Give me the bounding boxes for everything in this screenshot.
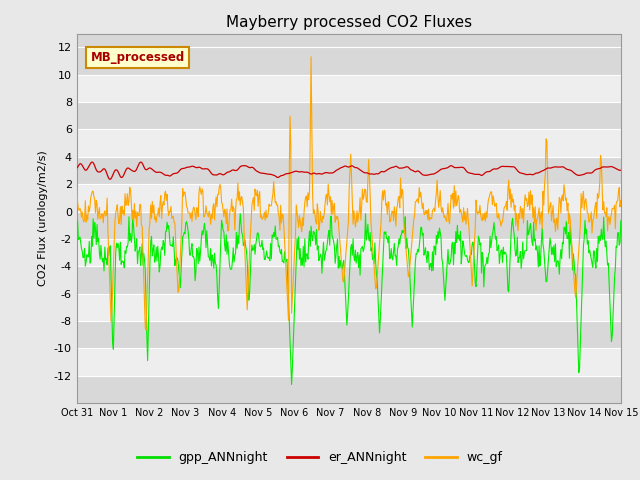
Bar	[77, 75, 621, 102]
Bar	[77, 48, 621, 75]
Bar	[77, 130, 621, 157]
Bar	[77, 348, 621, 376]
Legend: gpp_ANNnight, er_ANNnight, wc_gf: gpp_ANNnight, er_ANNnight, wc_gf	[132, 446, 508, 469]
Bar	[77, 376, 621, 403]
Bar	[77, 266, 621, 294]
Text: MB_processed: MB_processed	[90, 51, 185, 64]
Bar	[77, 102, 621, 130]
Bar	[77, 184, 621, 212]
Bar	[77, 294, 621, 321]
Bar	[77, 157, 621, 184]
Y-axis label: CO2 Flux (urology/m2/s): CO2 Flux (urology/m2/s)	[38, 151, 48, 286]
Bar	[77, 239, 621, 266]
Title: Mayberry processed CO2 Fluxes: Mayberry processed CO2 Fluxes	[226, 15, 472, 30]
Bar	[77, 212, 621, 239]
Bar	[77, 321, 621, 348]
